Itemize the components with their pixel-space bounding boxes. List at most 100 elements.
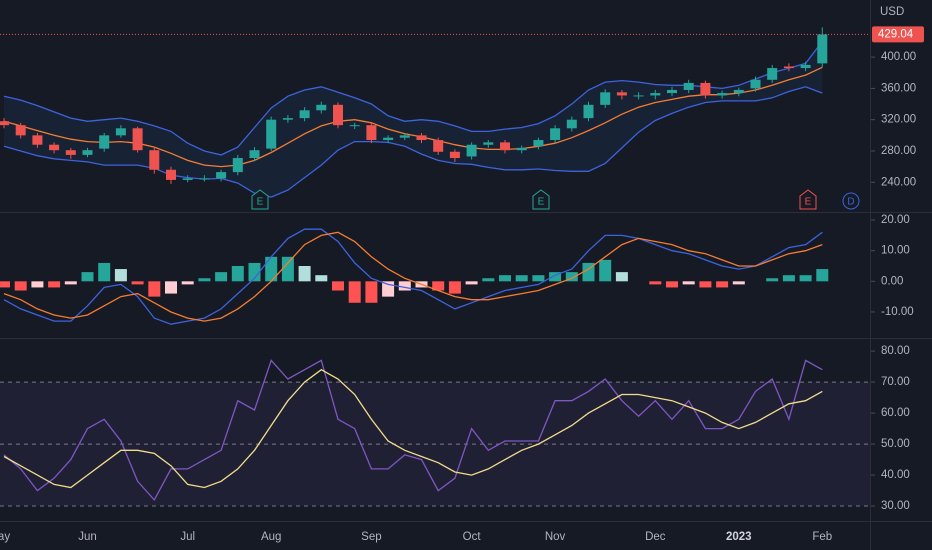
- candle-body: [583, 104, 594, 119]
- y-tick-label: 80.00: [881, 345, 910, 357]
- candle-body: [783, 66, 794, 69]
- histogram-bar: [599, 259, 612, 282]
- candle-body: [550, 128, 561, 141]
- histogram-bar: [298, 266, 311, 282]
- candle-body: [449, 151, 460, 159]
- histogram-bar: [398, 281, 411, 291]
- histogram-bar: [515, 275, 528, 282]
- y-tick-label: 320.00: [881, 114, 916, 126]
- histogram-bar: [716, 281, 729, 288]
- candle-body: [32, 135, 43, 145]
- candle-body: [750, 79, 761, 89]
- candle-body: [600, 92, 611, 105]
- x-tick-label: Dec: [645, 531, 666, 543]
- candle-body: [166, 169, 176, 180]
- candle-body: [366, 125, 377, 141]
- histogram-bar: [799, 275, 812, 282]
- candle-body: [800, 64, 811, 69]
- histogram-bar: [682, 281, 695, 285]
- band-fill: [4, 41, 823, 198]
- histogram-bar: [482, 278, 495, 282]
- histogram-bar: [31, 281, 44, 288]
- candle-body: [433, 140, 444, 152]
- event-label: E: [257, 197, 264, 208]
- histogram-bar: [165, 281, 177, 294]
- candle-body: [633, 95, 644, 97]
- histogram-bar: [114, 269, 127, 282]
- histogram-bar: [281, 256, 294, 282]
- x-tick-label: Oct: [463, 531, 482, 543]
- candle-body: [516, 147, 527, 151]
- x-tick-label: Nov: [545, 531, 566, 543]
- event-label: E: [538, 197, 545, 208]
- candle-body: [616, 92, 627, 96]
- rsi-ma-line: [3, 368, 823, 489]
- histogram-bar: [131, 281, 144, 285]
- histogram-bar: [499, 275, 511, 282]
- histogram-bar: [782, 275, 795, 282]
- candle-body: [65, 150, 76, 155]
- candle-body: [667, 89, 677, 94]
- candle-body: [717, 93, 728, 96]
- candle-body: [49, 144, 60, 151]
- histogram-bar: [98, 262, 111, 282]
- candle-body: [316, 104, 327, 111]
- rsi-line: [3, 359, 823, 502]
- candle-body: [249, 150, 260, 159]
- x-tick-label: Aug: [261, 531, 281, 543]
- candle-body: [0, 121, 9, 126]
- histogram-bar: [565, 272, 578, 282]
- candle-body: [333, 104, 343, 126]
- histogram-bar: [148, 281, 161, 297]
- y-tick-label: 20.00: [881, 214, 910, 226]
- y-tick-label: 60.00: [881, 407, 910, 419]
- event-label: E: [805, 197, 812, 208]
- histogram-bar: [465, 281, 478, 285]
- x-tick-label: Feb: [812, 531, 832, 543]
- candle-body: [199, 178, 210, 180]
- histogram-bar: [766, 278, 779, 282]
- candle-body: [466, 144, 477, 157]
- last-price-label: 429.04: [878, 28, 914, 40]
- y-tick-label: 40.00: [881, 469, 910, 481]
- histogram-bar: [332, 281, 344, 291]
- histogram-bar: [816, 269, 829, 282]
- candle-body: [99, 135, 110, 149]
- histogram-bar: [181, 281, 194, 285]
- y-tick-label: 0.00: [881, 275, 903, 287]
- histogram-bar: [248, 262, 261, 282]
- event-badge: [532, 189, 550, 210]
- candle-body: [349, 125, 360, 127]
- histogram-bar: [348, 281, 361, 303]
- histogram-bar: [666, 281, 678, 288]
- histogram-bar: [81, 272, 94, 282]
- candle-body: [149, 150, 160, 170]
- candle-body: [266, 119, 277, 149]
- lower-band: [3, 86, 823, 198]
- signal-line: [3, 231, 823, 322]
- candle-body: [132, 128, 143, 151]
- histogram-bar: [432, 281, 445, 291]
- event-badge: [842, 192, 860, 210]
- candle-body: [299, 110, 310, 119]
- x-tick-label: 2023: [726, 531, 752, 543]
- candle-body: [733, 89, 744, 94]
- event-label: D: [847, 197, 854, 208]
- histogram-bar: [649, 281, 662, 285]
- histogram-bar: [231, 266, 244, 282]
- histogram-bar: [365, 281, 378, 303]
- macd-line: [3, 228, 823, 325]
- candle-body: [115, 128, 126, 136]
- y-tick-label: 240.00: [881, 176, 916, 188]
- y-tick-label: 360.00: [881, 82, 916, 94]
- last-price-tag: [872, 26, 924, 43]
- y-tick-label: 30.00: [881, 500, 910, 512]
- y-tick-label: 50.00: [881, 438, 910, 450]
- histogram-bar: [315, 275, 328, 282]
- histogram-bar: [265, 256, 278, 282]
- histogram-bar: [215, 272, 228, 282]
- histogram-bar: [14, 281, 27, 291]
- candle-body: [817, 34, 828, 64]
